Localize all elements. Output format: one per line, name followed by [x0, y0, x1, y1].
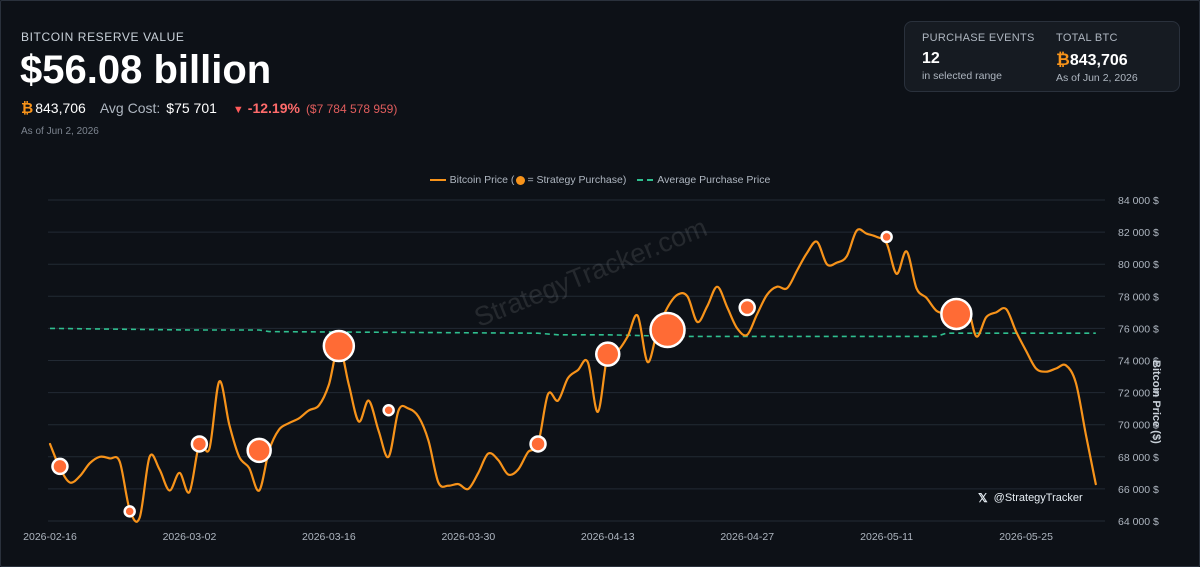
bitcoin-icon: ₿: [1056, 50, 1070, 69]
y-tick-label: 66 000 $: [1118, 484, 1159, 496]
x-tick-label: 2026-03-02: [163, 531, 217, 543]
purchase-events-label: PURCHASE EVENTS: [922, 32, 1035, 44]
purchase-marker: [51, 457, 69, 476]
total-btc-sub: As of Jun 2, 2026: [1056, 72, 1138, 84]
legend-item-average[interactable]: Average Purchase Price: [637, 174, 770, 186]
y-tick-labels: 64 000 $ 66 000 $ 68 000 $ 70 000 $ 72 000 $…: [1118, 195, 1159, 528]
purchase-marker: [529, 435, 547, 453]
stats-card: PURCHASE EVENTS 12 in selected range TOT…: [904, 21, 1180, 92]
purchase-events-value: 12: [922, 50, 940, 67]
down-arrow-icon: ▼: [232, 104, 244, 116]
avg-cost-value: $75 701: [166, 100, 217, 116]
legend-line-swatch: [429, 179, 446, 181]
chart-legend: Bitcoin Price ( = Strategy Purchase) Ave…: [0, 172, 1200, 186]
purchase-marker: [880, 230, 893, 244]
as-of-date: As of Jun 2, 2026: [21, 126, 99, 137]
purchase-marker: [940, 297, 973, 331]
y-tick-label: 78 000 $: [1118, 291, 1159, 303]
avg-cost-label: Avg Cost:: [99, 100, 161, 116]
bitcoin-icon: ₿: [21, 100, 34, 117]
purchase-marker: [595, 341, 621, 367]
y-tick-label: 76 000 $: [1118, 323, 1159, 335]
x-tick-label: 2026-05-25: [999, 531, 1053, 543]
x-logo-icon: 𝕏: [978, 491, 988, 505]
purchase-marker: [123, 505, 136, 518]
y-tick-label: 72 000 $: [1118, 388, 1159, 400]
change-percent: -12.19%: [247, 100, 300, 116]
purchase-marker: [649, 311, 686, 349]
total-btc-row: ₿843,706: [1056, 50, 1138, 70]
x-tick-label: 2026-04-13: [581, 531, 635, 543]
y-tick-label: 84 000 $: [1118, 195, 1159, 207]
btc-amount: 843,706: [35, 100, 86, 116]
y-tick-label: 74 000 $: [1118, 356, 1159, 368]
purchase-marker: [738, 298, 756, 317]
purchase-events-sub: in selected range: [922, 70, 1002, 82]
total-btc-label: TOTAL BTC: [1056, 32, 1118, 44]
legend-average-label: Average Purchase Price: [657, 174, 771, 186]
y-tick-label: 82 000 $: [1118, 227, 1159, 239]
total-btc-value: 843,706: [1069, 52, 1128, 69]
legend-item-price[interactable]: Bitcoin Price ( = Strategy Purchase): [429, 174, 627, 186]
total-btc-stat: TOTAL BTC ₿843,706 As of Jun 2, 2026: [1056, 32, 1138, 84]
change-absolute: ($7 784 578 959): [305, 102, 398, 116]
x-tick-label: 2026-05-11: [860, 531, 913, 543]
x-tick-label: 2026-02-16: [23, 531, 77, 543]
y-tick-label: 64 000 $: [1118, 516, 1159, 528]
y-axis-label: Bitcoin Price ($): [1150, 360, 1162, 444]
grid-lines: [48, 199, 1105, 522]
y-tick-label: 70 000 $: [1118, 420, 1159, 432]
purchase-marker: [382, 404, 395, 417]
purchase-marker: [322, 329, 356, 363]
x-tick-label: 2026-03-16: [302, 531, 356, 543]
x-tick-label: 2026-03-30: [441, 531, 495, 543]
reserve-label: BITCOIN RESERVE VALUE: [21, 30, 185, 44]
handle-text: @StrategyTracker: [993, 492, 1083, 504]
purchase-dot-icon: [516, 175, 526, 185]
legend-price-label-a: Bitcoin Price (: [449, 174, 515, 186]
average-price-line: [49, 327, 1096, 338]
y-tick-label: 80 000 $: [1118, 259, 1159, 271]
purchase-markers: [51, 230, 973, 518]
y-tick-label: 68 000 $: [1118, 452, 1159, 464]
purchase-marker: [190, 435, 209, 453]
x-tick-label: 2026-04-27: [720, 531, 774, 543]
reserve-detail-row: ₿ 843,706 Avg Cost: $75 701 ▼ -12.19% ($…: [21, 100, 397, 117]
purchase-events-stat: PURCHASE EVENTS 12 in selected range: [922, 32, 1035, 82]
legend-dash-swatch: [637, 179, 654, 181]
legend-price-label-b: = Strategy Purchase): [527, 174, 627, 186]
x-tick-labels: 2026-02-16 2026-03-02 2026-03-16 2026-03-30…: [23, 531, 1053, 543]
reserve-value: $56.08 billion: [20, 48, 272, 92]
social-handle[interactable]: 𝕏 @StrategyTracker: [978, 491, 1083, 505]
purchase-marker: [246, 437, 272, 464]
bitcoin-price-line: [48, 228, 1097, 523]
